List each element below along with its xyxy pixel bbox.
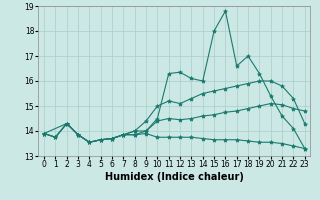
X-axis label: Humidex (Indice chaleur): Humidex (Indice chaleur) xyxy=(105,172,244,182)
